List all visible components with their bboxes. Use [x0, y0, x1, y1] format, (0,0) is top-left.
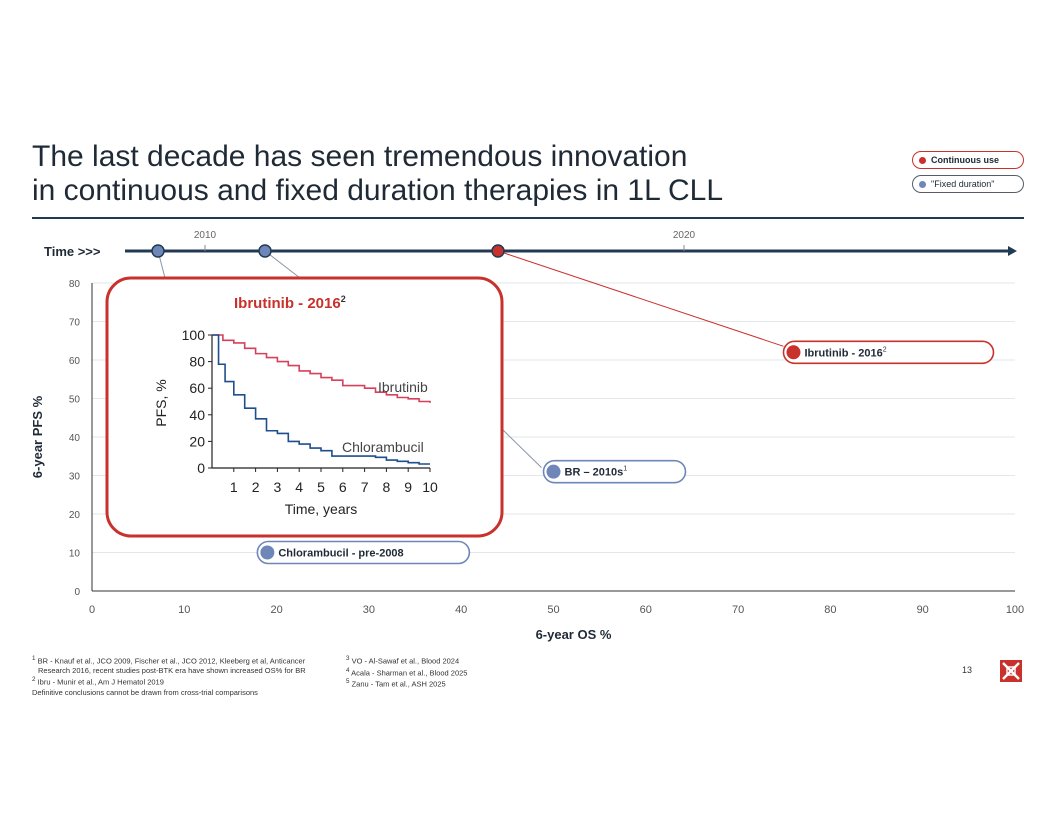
footnote-4: 4 Acala - Sharman et al., Blood 2025: [346, 666, 468, 678]
inset-series-chlorambucil: [212, 334, 430, 465]
inset-series-ibrutinib: [212, 334, 431, 403]
inset-x-tick-label: 5: [317, 479, 325, 495]
x-tick-label: 40: [455, 604, 467, 616]
point-pill-frame: [542, 459, 687, 484]
point-marker: [546, 464, 561, 479]
timeline-arrow-icon: [1008, 246, 1017, 256]
inset-y-tick-label: 100: [182, 327, 206, 343]
connector-br-lower: [502, 429, 542, 469]
x-axis-label: 6-year OS %: [536, 627, 612, 642]
point-label-sup: 2: [883, 346, 887, 353]
inset-x-tick-label: 10: [422, 479, 438, 495]
legend-dot-red: [919, 156, 926, 164]
inset-x-tick-label: 9: [404, 479, 412, 495]
point-label: Ibrutinib - 20162: [804, 346, 886, 359]
footnote-1: 1 BR - Knauf et al., JCO 2009, Fischer e…: [32, 655, 306, 666]
inset-x-tick-label: 4: [295, 479, 303, 495]
inset-x-tick-label: 6: [339, 479, 347, 495]
point-label: BR – 2010s1: [565, 466, 628, 479]
y-axis-label: 6-year PFS %: [30, 395, 45, 478]
y-tick-label: 80: [69, 279, 81, 290]
x-tick-label: 0: [89, 604, 95, 616]
page-number: 13: [962, 665, 973, 675]
footnote-3: 3 VO - Al-Sawaf et al., Blood 2024: [346, 655, 460, 666]
x-tick-label: 60: [640, 604, 652, 616]
legend-label-fixed: "Fixed duration": [931, 179, 995, 189]
footnotes-left: 1 BR - Knauf et al., JCO 2009, Fischer e…: [32, 654, 342, 697]
timeline-marker-chlorambucil: [151, 244, 165, 258]
inset-y-axis-label: PFS, %: [153, 379, 169, 426]
point-br: BR – 2010s1: [542, 459, 687, 484]
x-tick-label: 20: [270, 604, 282, 616]
timeline-marker-ibrutinib: [491, 244, 505, 258]
timeline-year-label: 2020: [673, 230, 696, 241]
page-title: The last decade has seen tremendous inno…: [32, 140, 872, 208]
point-label-sup: 1: [623, 466, 627, 473]
inset-title: Ibrutinib - 20162: [234, 294, 346, 312]
title-divider: [32, 217, 1024, 219]
inset-legend-chlorambucil: Chlorambucil: [342, 439, 424, 455]
legend-continuous-use: Continuous use: [912, 151, 1024, 169]
y-tick-label: 0: [74, 587, 80, 598]
inset-y-tick-label: 60: [189, 380, 205, 396]
company-logo-icon: [1000, 660, 1022, 682]
inset-legend-ibrutinib: Ibrutinib: [378, 379, 428, 395]
timeline-label: Time >>>: [44, 244, 101, 259]
point-label: Chlorambucil - pre-2008: [278, 548, 403, 560]
footnote-5: 5 Zanu - Tam et al., ASH 2025: [346, 678, 446, 689]
point-pill-frame: [782, 340, 995, 365]
inset-x-tick-label: 1: [230, 479, 238, 495]
connector-br: [264, 250, 301, 279]
point-ibrutinib: Ibrutinib - 20162: [782, 340, 995, 365]
inset-x-tick-label: 3: [274, 479, 282, 495]
inset-y-tick-label: 40: [189, 407, 205, 423]
disclaimer: Definitive conclusions cannot be drawn f…: [32, 688, 258, 697]
inset-y-tick-label: 80: [189, 354, 205, 370]
y-tick-label: 30: [69, 472, 81, 483]
x-tick-label: 10: [178, 604, 190, 616]
timeline-year-label: 2010: [194, 230, 217, 241]
x-tick-label: 90: [917, 604, 929, 616]
y-tick-label: 40: [69, 433, 81, 444]
legend-label-continuous: Continuous use: [931, 155, 999, 165]
inset-x-axis-label: Time, years: [285, 501, 358, 517]
x-tick-label: 70: [732, 604, 744, 616]
y-tick-label: 10: [69, 549, 81, 560]
x-tick-label: 100: [1006, 604, 1024, 616]
inset-x-tick-label: 8: [383, 479, 391, 495]
title-line-1: The last decade has seen tremendous inno…: [32, 140, 688, 173]
inset-y-tick-label: 0: [197, 460, 205, 476]
footnote-2: 2 Ibru - Munir et al., Am J Hematol 2019: [32, 675, 164, 687]
inset-title-sup: 2: [341, 294, 346, 304]
footnote-1-cont: Research 2016, recent studies post-BTK e…: [38, 665, 306, 675]
y-tick-label: 50: [69, 395, 81, 406]
point-pill-frame: [256, 540, 471, 565]
x-tick-label: 80: [824, 604, 836, 616]
legend-fixed-duration: "Fixed duration": [912, 175, 1024, 193]
inset-frame: [105, 276, 504, 538]
timeline-marker-br: [258, 244, 272, 258]
inset-y-tick-label: 20: [189, 433, 205, 449]
y-tick-label: 20: [69, 510, 81, 521]
title-line-2: in continuous and fixed duration therapi…: [32, 174, 724, 207]
point-marker: [786, 345, 801, 360]
inset-x-tick-label: 2: [252, 479, 260, 495]
point-marker: [260, 545, 275, 560]
connector-ibrutinib: [497, 250, 784, 347]
point-chlorambucil: Chlorambucil - pre-2008: [256, 540, 471, 565]
inset-x-tick-label: 7: [361, 479, 369, 495]
footnotes-right: 3 VO - Al-Sawaf et al., Blood 2024 4 Aca…: [346, 654, 546, 689]
y-tick-label: 70: [69, 318, 81, 329]
x-tick-label: 30: [363, 604, 375, 616]
x-tick-label: 50: [547, 604, 559, 616]
y-tick-label: 60: [69, 356, 81, 367]
legend-dot-blue: [919, 180, 926, 188]
